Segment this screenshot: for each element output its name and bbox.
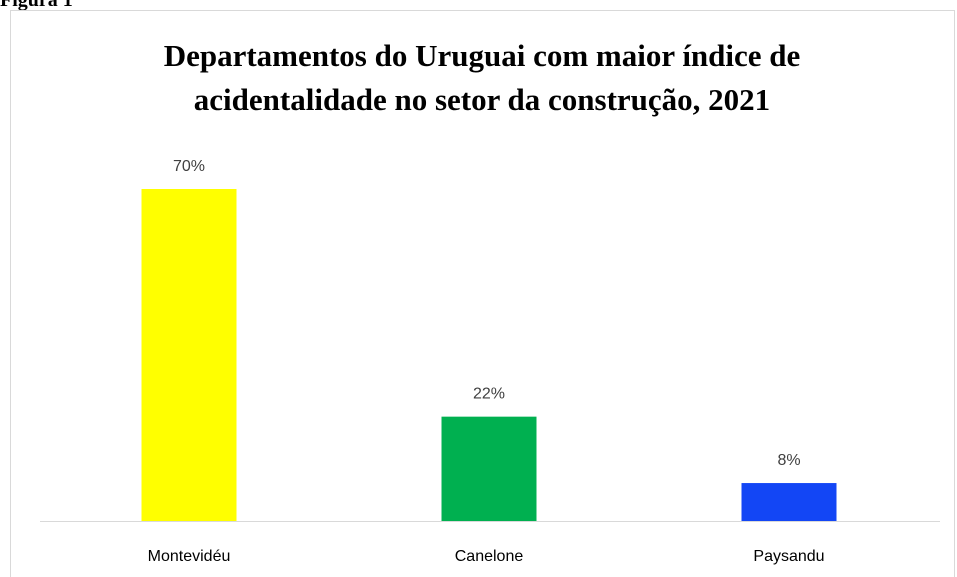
x-tick-label: Canelone xyxy=(455,548,524,565)
x-tick-label: Montevidéu xyxy=(148,548,231,565)
chart-frame xyxy=(10,10,955,577)
data-label: 22% xyxy=(473,386,505,403)
x-tick-label: Paysandu xyxy=(753,548,824,565)
bar xyxy=(741,483,837,521)
data-label: 8% xyxy=(777,452,800,469)
chart-title: Departamentos do Uruguai com maior índic… xyxy=(164,38,801,73)
figure-label: Figura 1 xyxy=(0,0,73,11)
data-label: 70% xyxy=(173,158,205,175)
bar xyxy=(141,189,237,521)
bar xyxy=(441,416,537,521)
chart-title: acidentalidade no setor da construção, 2… xyxy=(194,82,770,117)
